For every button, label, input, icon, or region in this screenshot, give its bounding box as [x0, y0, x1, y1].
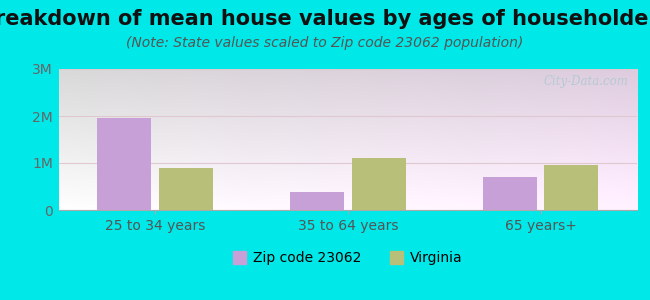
Bar [545, 165, 599, 210]
Bar [290, 192, 344, 210]
Text: Breakdown of mean house values by ages of householders: Breakdown of mean house values by ages o… [0, 9, 650, 29]
Bar [483, 177, 537, 210]
Text: City-Data.com: City-Data.com [543, 75, 629, 88]
Text: (Note: State values scaled to Zip code 23062 population): (Note: State values scaled to Zip code 2… [126, 36, 524, 50]
Bar [97, 118, 151, 210]
Bar [159, 168, 213, 210]
Legend: Zip code 23062, Virginia: Zip code 23062, Virginia [227, 246, 469, 271]
Bar [352, 158, 406, 210]
